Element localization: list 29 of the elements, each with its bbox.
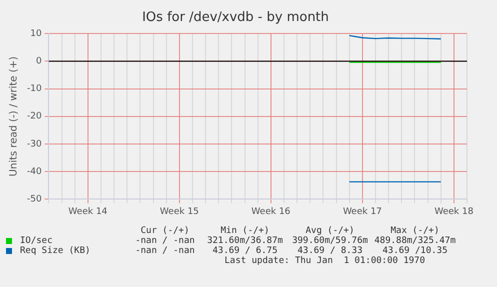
text: -nan / -nan <box>134 246 196 256</box>
y-tick-label: -10 <box>26 84 42 94</box>
chart-title: IOs for /dev/xvdb - by month <box>142 10 329 26</box>
x-tick-label: Week 15 <box>160 206 199 217</box>
y-tick-label: 0 <box>36 56 42 67</box>
text: 43.69 /10.35 <box>381 246 449 256</box>
text: Avg (-/+) <box>304 226 356 236</box>
text: 43.69 / 6.75 <box>211 246 279 256</box>
y-tick-label: -40 <box>26 166 42 177</box>
y-tick-label: -30 <box>26 139 42 150</box>
text: 43.69 / 8.33 <box>296 246 364 256</box>
y-axis-title: Units read (-) / write (+) <box>8 56 20 176</box>
x-tick-label: Week 14 <box>68 206 108 217</box>
text: -nan / -nan <box>135 236 195 246</box>
text: Min (-/+) <box>220 226 270 236</box>
text: Last update: Thu Jan 1 01:00:00 1970 <box>224 256 425 266</box>
legend-label: Req Size (KB) <box>20 246 90 256</box>
y-tick-label: -50 <box>26 194 42 205</box>
text: 321.60m/36.87m <box>206 236 284 246</box>
x-tick-label: Week 17 <box>342 206 382 217</box>
text: 399.60m/59.76m <box>291 236 369 246</box>
y-tick-label: -20 <box>26 112 42 122</box>
text: Cur (-/+) <box>140 226 190 236</box>
x-tick-label: Week 16 <box>251 206 291 217</box>
text: Max (-/+) <box>390 226 440 236</box>
text: 489.88m/325.47m <box>373 236 457 246</box>
x-tick-label: Week 18 <box>434 206 474 217</box>
y-tick-label: 10 <box>30 28 42 39</box>
legend-label: IO/sec <box>20 236 53 246</box>
